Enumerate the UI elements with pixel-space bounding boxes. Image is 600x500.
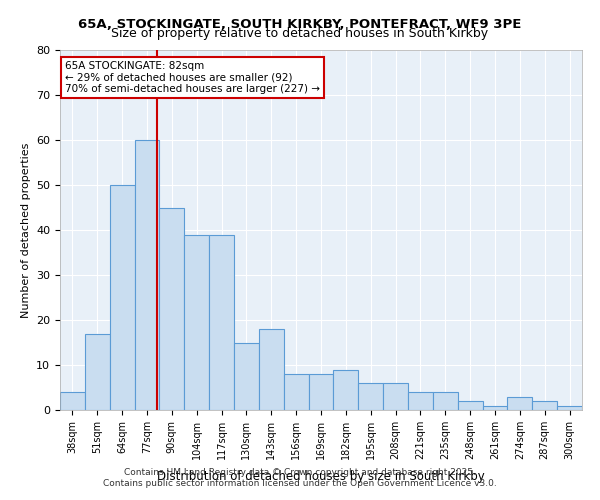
Bar [308,374,334,410]
Bar [458,401,482,410]
Bar [85,334,110,410]
Bar [110,185,134,410]
Bar [134,140,160,410]
Bar [532,401,557,410]
Text: 65A, STOCKINGATE, SOUTH KIRKBY, PONTEFRACT, WF9 3PE: 65A, STOCKINGATE, SOUTH KIRKBY, PONTEFRA… [79,18,521,30]
Bar [234,342,259,410]
Text: 65A STOCKINGATE: 82sqm
← 29% of detached houses are smaller (92)
70% of semi-det: 65A STOCKINGATE: 82sqm ← 29% of detached… [65,61,320,94]
Bar [209,234,234,410]
Bar [160,208,184,410]
Text: Contains HM Land Registry data © Crown copyright and database right 2025.
Contai: Contains HM Land Registry data © Crown c… [103,468,497,487]
Bar [184,234,209,410]
Bar [259,329,284,410]
Bar [508,396,532,410]
Text: Size of property relative to detached houses in South Kirkby: Size of property relative to detached ho… [112,28,488,40]
Bar [557,406,582,410]
Bar [284,374,308,410]
Bar [482,406,508,410]
Bar [383,383,408,410]
Bar [334,370,358,410]
Bar [60,392,85,410]
Bar [408,392,433,410]
Bar [433,392,458,410]
Bar [358,383,383,410]
X-axis label: Distribution of detached houses by size in South Kirkby: Distribution of detached houses by size … [157,470,485,483]
Y-axis label: Number of detached properties: Number of detached properties [20,142,31,318]
